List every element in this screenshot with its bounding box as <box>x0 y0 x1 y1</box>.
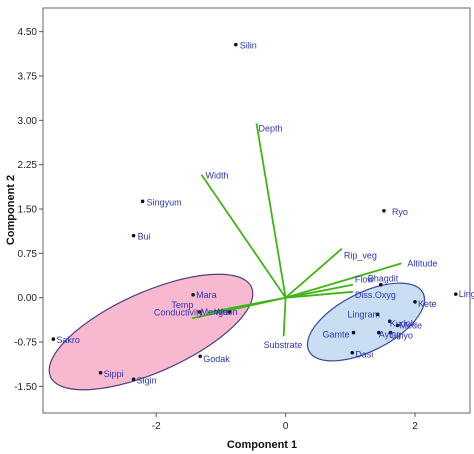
x-axis-title: Component 1 <box>227 439 297 451</box>
vector-label: Diss.Oxyg <box>355 290 396 300</box>
point-label-sakro: Sakro <box>56 335 80 345</box>
group-ellipse-1 <box>48 273 254 391</box>
point-label-mara: Mara <box>196 290 217 300</box>
vector-label: Substrate <box>264 340 303 350</box>
point-mara <box>191 292 195 297</box>
y-tick-label: 0.75 <box>18 249 38 260</box>
y-tick-label: 2.25 <box>18 160 38 171</box>
vector-line-substrate <box>282 297 287 337</box>
loading-vectors <box>191 123 402 337</box>
point-label-kete: Kete <box>418 299 437 309</box>
vector-label: Width <box>206 171 229 181</box>
point-label-gamte: Gamte <box>323 330 350 340</box>
point-wuon <box>227 310 232 314</box>
y-tick-label: 3.75 <box>18 71 38 82</box>
point-kete <box>413 300 417 304</box>
point-silin <box>233 42 238 47</box>
point-label-temp: Temp <box>171 300 193 310</box>
vector-line-width <box>200 174 287 299</box>
point-label-aying: Aying <box>379 330 401 340</box>
point-label-bui: Bui <box>138 232 151 242</box>
point-label-conductivity: Conductivity <box>154 307 204 317</box>
point-label-ginyo: Ginyo <box>389 331 413 341</box>
point-label-sigin: Sigin <box>137 375 157 385</box>
y-tick-label: 3.00 <box>18 116 38 127</box>
point-label-sippi: Sippi <box>104 369 124 379</box>
vector-line-conductivity <box>191 296 286 320</box>
vector-line-altitude <box>285 262 402 299</box>
vector-line-depth <box>255 123 287 298</box>
point-godak <box>198 354 203 359</box>
text-labels: Depth Width Rip_veg Altitude Flow Diss.Oxyg Su… <box>56 41 474 386</box>
vector-label: Rip_veg <box>344 251 377 261</box>
point-label-dasi: Dasi <box>355 350 373 360</box>
x-tick-label: -2 <box>152 421 161 432</box>
point-bhagdit <box>378 282 383 287</box>
point-label-godak: Godak <box>203 354 230 364</box>
point-label-ryo: Ryo <box>392 207 408 217</box>
point-lingde <box>453 292 458 296</box>
vector-line-rip-veg <box>285 247 343 299</box>
point-sippi <box>98 370 103 375</box>
point-mede <box>395 323 400 328</box>
point-label-lingram: Lingram <box>347 309 380 319</box>
point-label-wuon: Wuon <box>214 307 237 317</box>
vector-label: Flow <box>355 275 375 285</box>
vector-line-flow <box>285 283 354 299</box>
point-lingram <box>375 312 380 317</box>
vector-line-diss-oxyg <box>285 290 353 299</box>
point-ryo <box>382 208 386 213</box>
point-kudok <box>387 319 392 324</box>
point-aying <box>376 330 381 335</box>
point-label-mede: Mede <box>400 320 423 330</box>
y-tick-label: 4.50 <box>18 27 38 38</box>
point-singyum <box>140 199 145 204</box>
point-sigin <box>131 377 136 382</box>
y-axis-title: Component 2 <box>5 175 17 245</box>
site-points <box>51 42 458 382</box>
vector-label: Altitude <box>407 258 437 268</box>
point-label-lingde: Lingde <box>459 289 474 299</box>
x-axis: -2 0 2 <box>152 413 418 432</box>
y-axis: -1.50 -0.75 0.00 0.75 1.50 2.25 3.00 3.75 4.50 <box>14 27 43 393</box>
point-dasi <box>350 350 355 355</box>
point-menga <box>197 310 202 314</box>
point-label-silin: Silin <box>240 41 257 51</box>
point-sakro <box>51 337 56 341</box>
point-gamte <box>351 330 356 335</box>
point-ginyo <box>388 330 393 335</box>
x-tick-label: 2 <box>412 421 418 432</box>
y-tick-label: -0.75 <box>14 338 37 349</box>
y-tick-label: -1.50 <box>14 382 37 393</box>
x-tick-label: 0 <box>283 421 289 432</box>
y-tick-label: 1.50 <box>18 205 38 216</box>
y-tick-label: 0.00 <box>18 293 38 304</box>
point-label-kudok: Kudok <box>390 318 416 328</box>
point-label-bhagdit: Bhagdit <box>368 274 399 284</box>
point-label-singyum: Singyum <box>147 197 182 207</box>
point-label-menga: Menga <box>201 307 229 317</box>
group-ellipse-2 <box>306 282 426 362</box>
vector-label: Depth <box>259 123 283 133</box>
group-ellipses <box>48 273 426 391</box>
point-bui <box>131 233 136 238</box>
